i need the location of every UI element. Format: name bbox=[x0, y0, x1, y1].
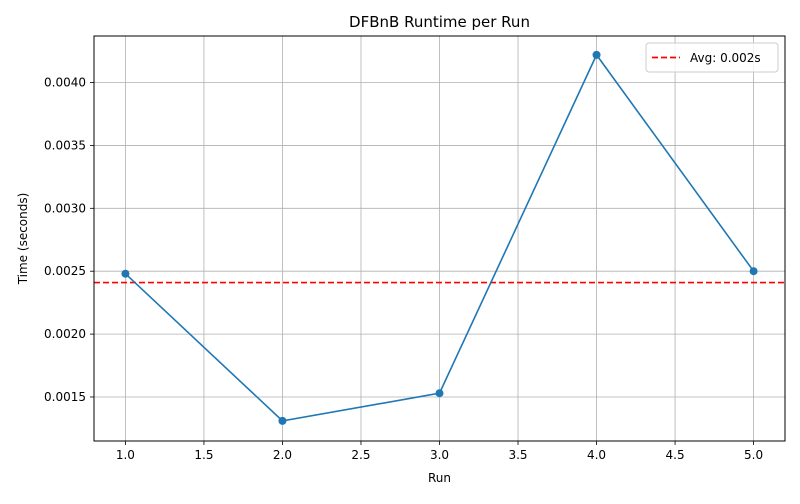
y-tick-label: 0.0020 bbox=[44, 327, 86, 341]
legend-label-avg: Avg: 0.002s bbox=[690, 51, 761, 65]
x-axis-label: Run bbox=[428, 471, 451, 485]
x-tick-label: 3.0 bbox=[430, 448, 449, 462]
x-tick-label: 1.5 bbox=[194, 448, 213, 462]
y-tick-label: 0.0040 bbox=[44, 76, 86, 90]
y-tick-label: 0.0015 bbox=[44, 390, 86, 404]
x-tick-label: 4.5 bbox=[666, 448, 685, 462]
y-tick-label: 0.0035 bbox=[44, 138, 86, 152]
x-tick-label: 5.0 bbox=[744, 448, 763, 462]
grid bbox=[94, 36, 785, 441]
chart-title: DFBnB Runtime per Run bbox=[349, 13, 530, 31]
legend-box bbox=[645, 42, 779, 73]
y-tick-label: 0.0030 bbox=[44, 201, 86, 215]
series-layer bbox=[121, 50, 758, 425]
y-tick-label: 0.0025 bbox=[44, 264, 86, 278]
y-axis-label: Time (seconds) bbox=[16, 193, 30, 286]
x-tick-label: 3.5 bbox=[508, 448, 527, 462]
ticks: 1.0 1.5 2.0 2.5 3.0 3.5 4.0 4.5 5.0 0.0015 0.0020 0… bbox=[44, 76, 763, 462]
data-point bbox=[121, 269, 130, 278]
data-point bbox=[749, 267, 758, 276]
x-tick-label: 4.0 bbox=[587, 448, 606, 462]
x-tick-label: 2.0 bbox=[273, 448, 292, 462]
data-point bbox=[278, 416, 287, 425]
x-tick-label: 2.5 bbox=[351, 448, 370, 462]
data-point bbox=[435, 389, 444, 398]
x-tick-label: 1.0 bbox=[116, 448, 135, 462]
legend: Avg: 0.002s bbox=[645, 42, 779, 73]
data-point bbox=[592, 50, 601, 59]
